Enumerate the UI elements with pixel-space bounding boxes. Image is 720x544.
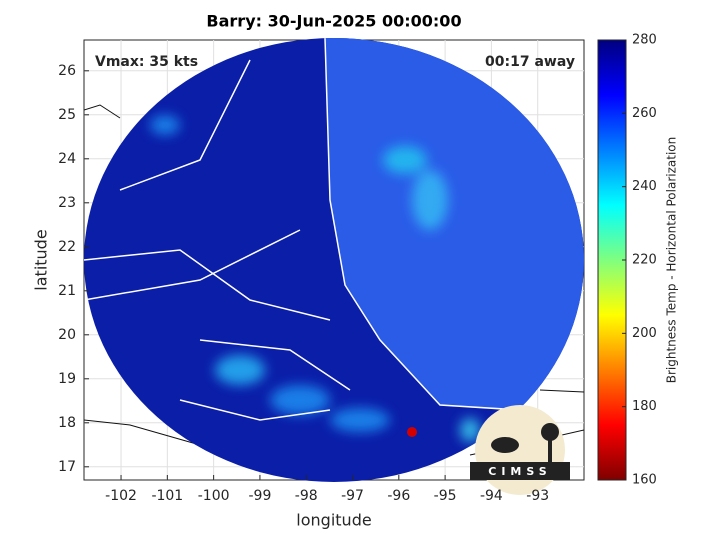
x-tick-label: -93 bbox=[526, 488, 549, 504]
colorbar bbox=[597, 39, 627, 481]
y-tick-label: 22 bbox=[58, 239, 76, 255]
y-tick-label: 23 bbox=[58, 195, 76, 211]
x-axis-label: longitude bbox=[296, 511, 371, 530]
colorbar-tick-label: 200 bbox=[632, 326, 657, 341]
x-tick-label: -100 bbox=[198, 488, 230, 504]
colorbar-tick-label: 160 bbox=[632, 473, 657, 488]
colorbar-tick-label: 180 bbox=[632, 399, 657, 414]
colorbar-tick-label: 260 bbox=[632, 106, 657, 121]
basemap bbox=[84, 104, 584, 456]
y-tick-label: 24 bbox=[58, 151, 76, 167]
swath bbox=[84, 38, 584, 482]
x-tick-label: -98 bbox=[295, 488, 318, 504]
y-tick-label: 17 bbox=[58, 459, 76, 475]
colorbar-tick-label: 280 bbox=[632, 33, 657, 48]
x-tick-label: -102 bbox=[105, 488, 137, 504]
y-tick-label: 19 bbox=[58, 371, 76, 387]
y-tick-label: 26 bbox=[58, 63, 76, 79]
chart-title: Barry: 30-Jun-2025 00:00:00 bbox=[206, 12, 461, 31]
colorbar-tick-label: 240 bbox=[632, 179, 657, 194]
x-tick-label: -97 bbox=[341, 488, 364, 504]
colorbar-label: Brightness Temp - Horizontal Polarizatio… bbox=[665, 137, 679, 384]
y-tick-label: 21 bbox=[58, 283, 76, 299]
logo-text: CIMSS bbox=[488, 465, 551, 478]
y-axis-label: latitude bbox=[32, 229, 51, 290]
colorbar-tick-label: 220 bbox=[632, 253, 657, 268]
x-tick-label: -101 bbox=[151, 488, 183, 504]
y-tick-label: 20 bbox=[58, 327, 76, 343]
y-tick-label: 18 bbox=[58, 415, 76, 431]
y-tick-label: 25 bbox=[58, 107, 76, 123]
x-tick-label: -95 bbox=[434, 488, 457, 504]
annotation: Vmax: 35 kts bbox=[95, 54, 198, 70]
x-tick-label: -99 bbox=[248, 488, 271, 504]
annotation: 00:17 away bbox=[485, 54, 575, 70]
x-tick-label: -96 bbox=[387, 488, 410, 504]
x-tick-label: -94 bbox=[480, 488, 503, 504]
logo: CIMSS bbox=[470, 405, 570, 495]
